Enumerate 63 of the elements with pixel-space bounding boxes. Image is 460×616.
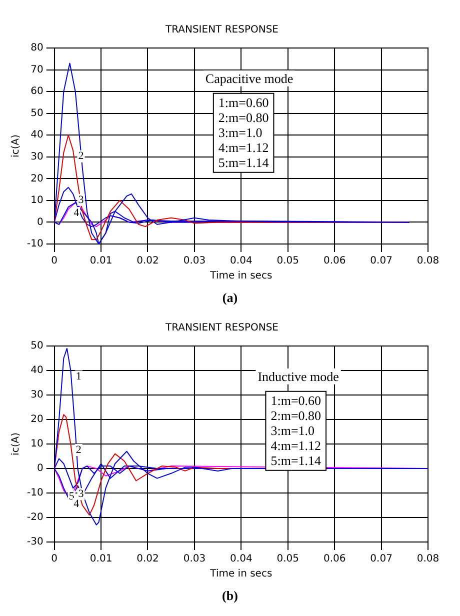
y-axis-title: ic(A): [10, 134, 22, 158]
annotation: 1:m=0.60: [270, 392, 322, 408]
annotation: 3: [78, 194, 84, 206]
annotation: 2:m=0.80: [270, 408, 322, 423]
chart-title: TRANSIENT RESPONSE: [164, 24, 279, 36]
annotation: Inductive mode: [258, 368, 340, 384]
y-tick-label: 20: [30, 414, 44, 426]
x-tick-label: 0: [51, 256, 58, 267]
y-tick-label: 10: [30, 438, 44, 450]
y-tick-label: 70: [30, 64, 44, 76]
x-tick-label: 0: [51, 554, 58, 565]
annotation: 4: [74, 498, 80, 510]
annotation: 1: [76, 370, 82, 382]
y-tick-label: 30: [30, 390, 44, 401]
annotation: 4:m=1.12: [270, 438, 322, 453]
y-tick-label: -30: [26, 536, 44, 548]
x-tick-label: 0.06: [323, 554, 346, 565]
chart-title: TRANSIENT RESPONSE: [164, 322, 279, 334]
y-tick-label: 0: [36, 463, 44, 474]
x-tick-label: 0.04: [230, 554, 252, 565]
y-tick-label: 30: [30, 151, 44, 162]
y-axis-title: ic(A): [10, 432, 22, 456]
x-axis-title: Time in secs: [209, 568, 272, 580]
x-tick-label: 0.05: [276, 256, 300, 267]
y-tick-label: 40: [30, 130, 44, 141]
text: (a): [221, 290, 239, 306]
x-axis-title: Time in secs: [209, 270, 272, 282]
x-tick-label: 0.08: [416, 554, 440, 565]
y-tick-label: -20: [26, 512, 44, 524]
annotation: 2:m=0.80: [218, 110, 269, 125]
y-tick-label: 80: [30, 42, 44, 54]
annotation: Capacitive mode: [205, 70, 294, 86]
text: (b): [221, 588, 239, 604]
annotation: 1:m=0.60: [218, 94, 269, 110]
x-tick-label: 0.01: [90, 554, 112, 565]
y-tick-label: 10: [30, 195, 44, 206]
annotation: 4: [74, 206, 80, 219]
x-tick-label: 0.06: [323, 256, 346, 267]
y-tick-label: 40: [30, 365, 44, 376]
annotation: 2: [78, 150, 84, 162]
y-tick-label: 0: [36, 216, 44, 228]
x-tick-label: 0.07: [370, 554, 392, 565]
y-tick-label: -10: [26, 238, 44, 250]
y-tick-label: 50: [30, 108, 44, 119]
x-tick-label: 0.01: [90, 256, 112, 267]
x-tick-label: 0.07: [370, 256, 392, 267]
x-tick-label: 0.05: [276, 554, 300, 565]
y-tick-label: 50: [30, 340, 44, 352]
annotation: 5:m=1.14: [218, 154, 270, 170]
annotation: 3:m=1.0: [270, 422, 315, 438]
y-tick-label: -10: [26, 488, 44, 499]
y-tick-label: 20: [30, 173, 44, 184]
x-tick-label: 0.03: [183, 554, 206, 565]
annotation: 5:m=1.14: [270, 452, 322, 468]
annotation: 4:m=1.12: [218, 140, 269, 155]
x-tick-label: 0.02: [136, 256, 159, 267]
annotation: 2: [76, 444, 82, 456]
x-tick-label: 0.03: [183, 256, 206, 267]
annotation: 3:m=1.0: [218, 124, 262, 140]
y-tick-label: 60: [30, 86, 44, 98]
x-tick-label: 0.08: [416, 256, 440, 267]
x-tick-label: 0.02: [136, 554, 159, 565]
x-tick-label: 0.04: [230, 256, 252, 267]
